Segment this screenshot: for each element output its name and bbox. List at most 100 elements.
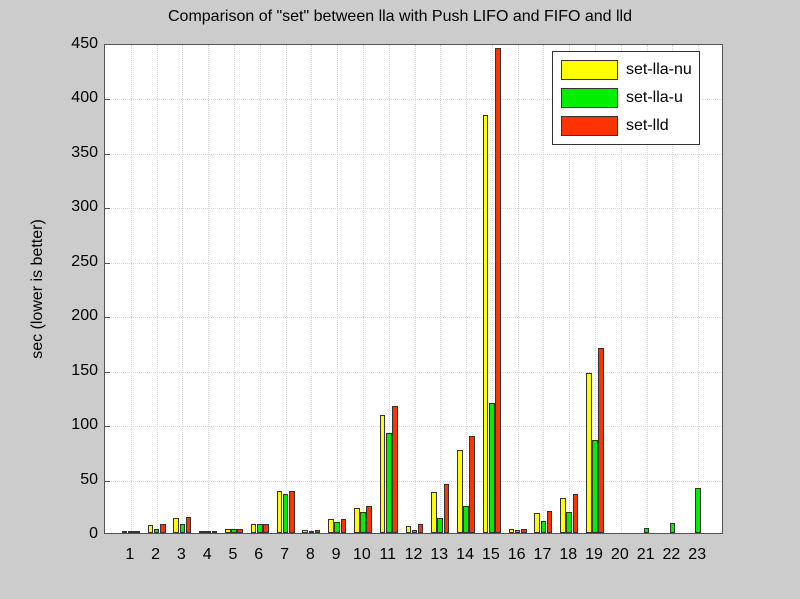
bar-set-lld-12	[417, 524, 424, 533]
bar-set-lld-6	[263, 524, 269, 533]
bar-set-lla-u-19	[592, 440, 598, 533]
gridline-horizontal	[105, 208, 722, 210]
gridline-vertical	[337, 45, 339, 533]
y-tick-label: 250	[71, 252, 98, 270]
x-tick-label: 22	[662, 546, 681, 563]
gridline-vertical	[130, 45, 132, 533]
y-tick-mark	[105, 153, 110, 155]
gridline-horizontal	[105, 99, 722, 101]
x-tick-label: 3	[176, 546, 186, 563]
bar-set-lla-u-22	[669, 523, 676, 533]
y-tick-mark	[105, 371, 110, 373]
bar-set-lld-9	[340, 518, 347, 533]
bar-set-lld-1	[134, 531, 140, 533]
gridline-vertical	[698, 45, 700, 533]
gridline-horizontal	[105, 480, 722, 482]
bar-set-lld-7	[288, 490, 295, 533]
x-tick-label: 14	[456, 546, 474, 563]
gridline-vertical	[440, 45, 442, 533]
gridline-vertical	[646, 45, 648, 533]
gridline-horizontal	[105, 317, 722, 319]
x-tick-label: 11	[379, 546, 397, 563]
bar-set-lla-u-21	[643, 527, 650, 533]
gridline-vertical	[285, 45, 287, 533]
x-tick-label: 20	[610, 546, 629, 563]
x-tick-label: 1	[125, 546, 135, 563]
bar-set-lla-nu-6	[250, 524, 257, 533]
bar-set-lld-2	[159, 524, 166, 533]
x-tick-label: 2	[151, 546, 161, 563]
bar-set-lla-u-16	[514, 529, 521, 533]
x-tick-label: 18	[559, 546, 578, 563]
x-tick-label: 13	[430, 546, 449, 563]
bar-set-lla-u-10	[360, 512, 366, 533]
y-tick-label: 300	[71, 198, 98, 216]
bar-set-lld-14	[469, 436, 476, 533]
bar-set-lla-u-7	[282, 493, 289, 533]
bar-set-lla-u-6	[256, 524, 263, 533]
y-tick-label: 200	[71, 307, 98, 325]
bar-set-lla-nu-5	[224, 528, 231, 533]
gridline-vertical	[569, 45, 571, 533]
y-tick-label: 450	[71, 35, 98, 52]
bar-set-lld-8	[314, 529, 321, 533]
bar-set-lla-u-11	[385, 432, 392, 533]
bar-set-lla-nu-9	[328, 518, 334, 533]
bar-set-lla-nu-2	[147, 525, 154, 533]
x-tick-label: 15	[481, 546, 500, 563]
gridline-vertical	[208, 45, 210, 533]
bar-set-lla-u-8	[308, 530, 315, 533]
y-axis-label: sec (lower is better)	[29, 219, 46, 359]
bar-set-lla-nu-17	[534, 513, 541, 533]
gridline-vertical	[182, 45, 184, 533]
bar-set-lld-16	[521, 528, 527, 533]
x-tick-label: 23	[688, 546, 707, 563]
gridline-vertical	[362, 45, 364, 533]
gridline-vertical	[414, 45, 416, 533]
y-tick-mark	[105, 262, 110, 264]
x-tick-label: 16	[507, 546, 526, 563]
y-tick-label: 50	[80, 470, 98, 488]
bar-set-lla-nu-14	[457, 450, 463, 533]
bar-set-lla-nu-18	[560, 498, 566, 533]
bar-set-lla-nu-15	[482, 114, 489, 533]
chart-title: Comparison of "set" between lla with Pus…	[167, 8, 633, 25]
legend-item: set-lld	[561, 116, 669, 136]
gridline-vertical	[543, 45, 545, 533]
bar-set-lla-u-5	[231, 528, 237, 533]
bar-set-lla-u-4	[205, 531, 211, 533]
bar-set-lla-nu-8	[302, 529, 308, 533]
gridline-horizontal	[105, 153, 722, 155]
bar-set-lld-17	[546, 511, 553, 533]
bar-set-lla-u-13	[437, 517, 444, 533]
gridline-vertical	[672, 45, 674, 533]
legend-label: set-lla-u	[626, 89, 683, 106]
bar-set-lla-nu-10	[353, 507, 360, 533]
gridline-vertical	[156, 45, 158, 533]
bar-set-lld-5	[237, 528, 243, 533]
x-tick-label: 17	[533, 546, 552, 563]
bar-set-lla-u-3	[179, 524, 186, 533]
gridline-vertical	[517, 45, 519, 533]
y-tick-label: 150	[71, 361, 98, 379]
gridline-horizontal	[105, 426, 722, 428]
y-tick-mark	[105, 317, 110, 319]
bar-set-lla-u-17	[540, 521, 547, 533]
legend-label: set-lla-nu	[626, 61, 692, 78]
y-tick-mark	[105, 426, 110, 428]
bar-set-lla-u-9	[334, 522, 340, 533]
y-tick-mark	[105, 99, 110, 101]
bar-set-lld-19	[598, 347, 605, 533]
gridline-vertical	[466, 45, 468, 533]
gridline-vertical	[595, 45, 597, 533]
bar-set-lla-nu-1	[121, 531, 128, 533]
legend-swatch	[561, 60, 618, 80]
bar-set-lla-nu-11	[379, 415, 386, 533]
gridline-vertical	[259, 45, 261, 533]
gridline-horizontal	[105, 371, 722, 373]
y-tick-label: 100	[71, 416, 98, 434]
y-tick-mark	[105, 480, 110, 482]
legend-item: set-lla-nu	[561, 60, 692, 80]
bar-set-lla-nu-7	[276, 490, 283, 533]
x-tick-label: 12	[404, 546, 423, 563]
